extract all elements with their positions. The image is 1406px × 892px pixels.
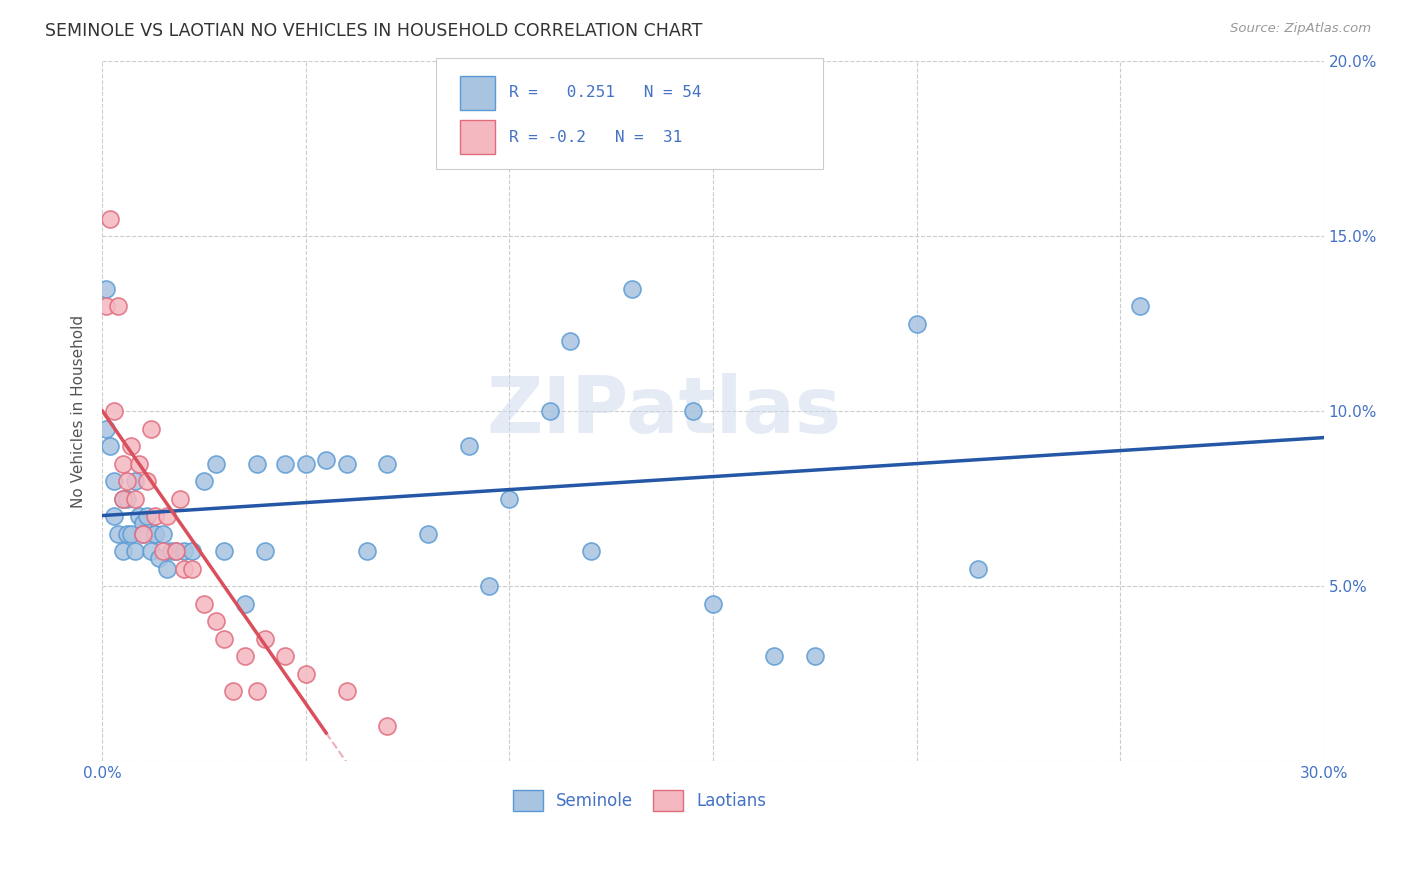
Point [233,649,256,664]
Point [96,422,118,436]
Point [96,299,118,313]
Point [120,526,142,541]
Point [478,579,501,593]
Point [1129,299,1152,313]
Point [246,684,269,698]
Point [156,561,179,575]
Point [132,526,155,541]
Point [498,491,520,506]
Point [111,457,134,471]
Point [132,526,155,541]
Point [143,526,166,541]
Point [180,544,202,558]
Point [169,491,191,506]
Point [111,544,134,558]
Point [702,597,724,611]
Point [165,544,187,558]
Point [139,422,162,436]
Point [763,649,786,664]
Point [356,544,378,558]
Point [180,561,202,575]
Point [375,719,398,733]
Point [111,491,134,506]
Point [803,649,825,664]
Point [274,649,297,664]
Text: ZIPatlas: ZIPatlas [486,373,842,449]
Point [375,457,398,471]
Text: R =   0.251   N = 54: R = 0.251 N = 54 [509,86,702,100]
Text: SEMINOLE VS LAOTIAN NO VEHICLES IN HOUSEHOLD CORRELATION CHART: SEMINOLE VS LAOTIAN NO VEHICLES IN HOUSE… [45,22,703,40]
Point [136,509,159,524]
Point [205,457,228,471]
Point [193,597,215,611]
Point [620,282,643,296]
Point [107,299,129,313]
Point [139,544,162,558]
Point [560,334,582,348]
Point [103,474,125,488]
Point [294,457,316,471]
Point [160,544,183,558]
Point [165,544,187,558]
Point [124,474,146,488]
Point [103,509,125,524]
Point [214,632,236,646]
Point [132,516,155,530]
Point [457,439,479,453]
Point [128,509,150,524]
Point [107,526,129,541]
Legend: Seminole, Laotians: Seminole, Laotians [508,785,772,816]
Point [148,551,170,566]
Point [538,404,561,418]
Point [115,491,138,506]
Point [173,544,195,558]
Point [315,453,337,467]
Point [143,509,166,524]
Point [905,317,928,331]
Point [115,526,138,541]
Point [173,561,195,575]
Point [96,282,118,296]
Point [246,457,269,471]
Point [136,474,159,488]
Point [156,509,179,524]
Point [335,684,357,698]
Point [254,632,277,646]
Point [682,404,704,418]
Text: Source: ZipAtlas.com: Source: ZipAtlas.com [1230,22,1371,36]
Point [115,474,138,488]
Point [221,684,243,698]
Point [966,561,988,575]
Point [143,526,166,541]
Point [274,457,297,471]
Point [335,457,357,471]
Point [103,404,125,418]
Y-axis label: No Vehicles in Household: No Vehicles in Household [72,315,86,508]
Point [254,544,277,558]
Point [111,491,134,506]
Point [205,614,228,628]
Point [120,439,142,453]
Text: R = -0.2   N =  31: R = -0.2 N = 31 [509,130,682,145]
Point [98,211,121,226]
Point [152,526,174,541]
Point [128,457,150,471]
Point [416,526,439,541]
Point [152,544,174,558]
Point [98,439,121,453]
Point [124,544,146,558]
Point [294,666,316,681]
Point [233,597,256,611]
Point [124,491,146,506]
Point [579,544,602,558]
Point [214,544,236,558]
Point [193,474,215,488]
